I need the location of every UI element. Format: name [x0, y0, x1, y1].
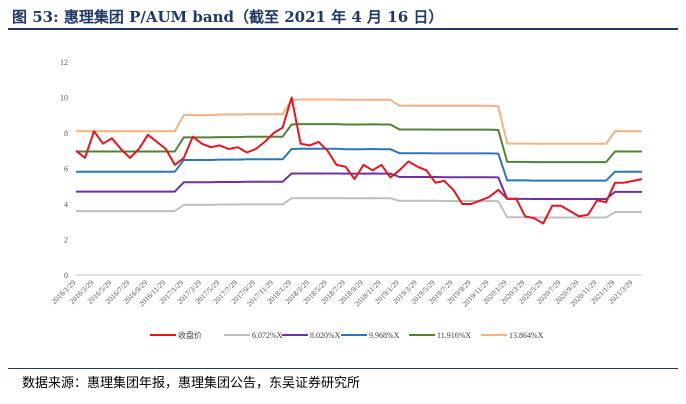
legend-label: 收盘价 — [178, 330, 202, 340]
series-line — [75, 96, 643, 225]
series-lines — [75, 96, 643, 225]
x-axis: 2016/1/292016/3/292016/5/292016/7/292016… — [50, 274, 642, 308]
y-tick-label: 0 — [64, 271, 68, 280]
y-axis: 0 2 4 6 8 10 12 — [60, 58, 68, 280]
series-line — [76, 197, 642, 219]
series-line — [76, 147, 642, 182]
y-tick-label: 6 — [64, 165, 68, 174]
y-tick-label: 2 — [64, 236, 68, 245]
series-line — [76, 172, 642, 200]
y-tick-label: 8 — [64, 129, 68, 138]
y-tick-label: 12 — [60, 58, 68, 67]
y-tick-label: 10 — [60, 94, 68, 103]
legend-label: 6.072%X — [252, 331, 283, 340]
legend: 收盘价 6.072%X 8.020%X 9.968%X 11.916%X 13.864%X — [150, 330, 544, 340]
legend-label: 8.020%X — [310, 331, 341, 340]
legend-label: 13.864%X — [509, 331, 544, 340]
pe-band-chart: 0 2 4 6 8 10 12 2016/1/292016/3/292016/5/29201… — [50, 58, 643, 340]
y-tick-label: 4 — [64, 200, 68, 209]
source-note: 数据来源：惠理集团年报，惠理集团公告，东吴证券研究所 — [22, 376, 361, 391]
series-line — [76, 123, 642, 164]
figure-title: 图 53: 惠理集团 P/AUM band（截至 2021 年 4 月 16 日… — [12, 8, 444, 26]
legend-label: 9.968%X — [369, 331, 400, 340]
title-divider — [8, 28, 678, 30]
series-line — [76, 98, 642, 145]
legend-label: 11.916%X — [437, 331, 471, 340]
source-divider — [8, 368, 678, 369]
